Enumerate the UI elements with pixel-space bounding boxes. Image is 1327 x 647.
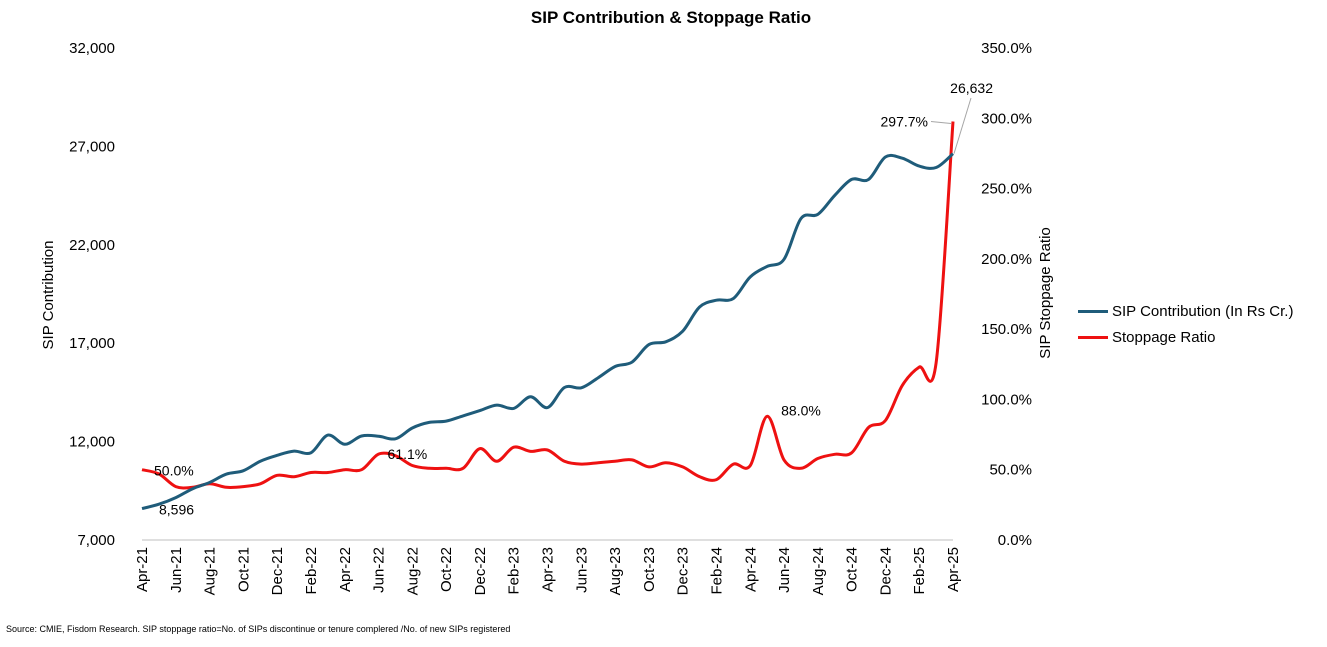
x-tick-label: Feb-22 [303, 547, 320, 595]
x-tick-label: Aug-22 [404, 547, 421, 595]
label-first-contribution: 8,596 [159, 502, 194, 518]
x-tick-label: Dec-23 [675, 547, 692, 595]
left-tick-label: 17,000 [69, 335, 115, 352]
left-tick-label: 7,000 [77, 532, 115, 549]
x-tick-label: Jun-22 [371, 547, 388, 593]
legend-label-contribution: SIP Contribution (In Rs Cr.) [1112, 302, 1294, 320]
leader-last-contribution [953, 97, 972, 154]
x-tick-label: Jun-23 [573, 547, 590, 593]
right-tick-label: 150.0% [981, 321, 1032, 338]
stoppage-ratio-line [141, 121, 955, 490]
x-tick-label: Aug-23 [607, 547, 624, 595]
x-tick-label: Feb-25 [911, 547, 928, 595]
label-first-stoppage: 50.0% [154, 463, 194, 479]
x-tick-label: Dec-24 [877, 547, 894, 595]
label-stoppage-may24: 88.0% [781, 402, 821, 418]
left-tick-label: 12,000 [69, 434, 115, 451]
x-tick-label: Feb-23 [506, 547, 523, 595]
left-tick-label: 27,000 [69, 138, 115, 155]
chart-title: SIP Contribution & Stoppage Ratio [530, 8, 812, 27]
x-axis-ticks: Apr-21 Jun-21 Aug-21 Oct-21 Dec-21 Feb-22 Apr-… [134, 547, 962, 595]
right-axis-ticks: 0.0% 50.0% 100.0% 150.0% 200.0% 250.0% 300.0% 3… [981, 40, 1032, 549]
left-tick-label: 22,000 [69, 237, 115, 254]
leader-last-stoppage [930, 121, 952, 125]
right-tick-label: 0.0% [998, 532, 1032, 549]
right-axis-title: SIP Stoppage Ratio [1037, 227, 1054, 358]
label-last-stoppage: 297.7% [881, 114, 928, 130]
x-tick-label: Apr-25 [945, 547, 962, 592]
legend: SIP Contribution (In Rs Cr.) Stoppage Ra… [1078, 298, 1293, 350]
x-tick-label: Dec-22 [472, 547, 489, 595]
x-tick-label: Aug-21 [202, 547, 219, 595]
legend-item-stoppage: Stoppage Ratio [1078, 324, 1293, 350]
x-tick-label: Feb-24 [708, 547, 725, 595]
x-tick-label: Oct-21 [235, 547, 252, 592]
legend-swatch-contribution [1078, 309, 1108, 313]
right-tick-label: 100.0% [981, 391, 1032, 408]
x-tick-label: Aug-24 [810, 547, 827, 595]
legend-item-contribution: SIP Contribution (In Rs Cr.) [1078, 298, 1293, 324]
x-tick-label: Apr-21 [134, 547, 151, 592]
right-tick-label: 200.0% [981, 251, 1032, 268]
label-stoppage-jun22: 61.1% [388, 446, 428, 462]
x-tick-label: Jun-24 [776, 547, 793, 593]
x-tick-label: Apr-22 [337, 547, 354, 592]
left-tick-label: 32,000 [69, 40, 115, 57]
right-tick-label: 350.0% [981, 40, 1032, 57]
legend-swatch-stoppage [1078, 335, 1108, 339]
legend-label-stoppage: Stoppage Ratio [1112, 328, 1216, 346]
left-axis-title: SIP Contribution [40, 241, 57, 350]
x-tick-label: Dec-21 [269, 547, 286, 595]
sip-contribution-line [141, 152, 955, 511]
source-note: Source: CMIE, Fisdom Research. SIP stopp… [6, 624, 511, 634]
left-axis-ticks: 7,000 12,000 17,000 22,000 27,000 32,000 [69, 40, 115, 549]
x-tick-label: Oct-24 [844, 547, 861, 592]
right-tick-label: 250.0% [981, 181, 1032, 198]
label-last-contribution: 26,632 [950, 80, 993, 96]
data-labels-layer: 8,596 50.0% 61.1% 88.0% 26,632 297.7% [154, 80, 993, 518]
x-tick-label: Oct-23 [641, 547, 658, 592]
x-tick-label: Jun-21 [168, 547, 185, 593]
series-layer [141, 121, 955, 511]
x-tick-label: Apr-24 [742, 547, 759, 592]
x-tick-label: Oct-22 [438, 547, 455, 592]
x-tick-label: Apr-23 [540, 547, 557, 592]
right-tick-label: 300.0% [981, 110, 1032, 127]
right-tick-label: 50.0% [989, 462, 1032, 479]
